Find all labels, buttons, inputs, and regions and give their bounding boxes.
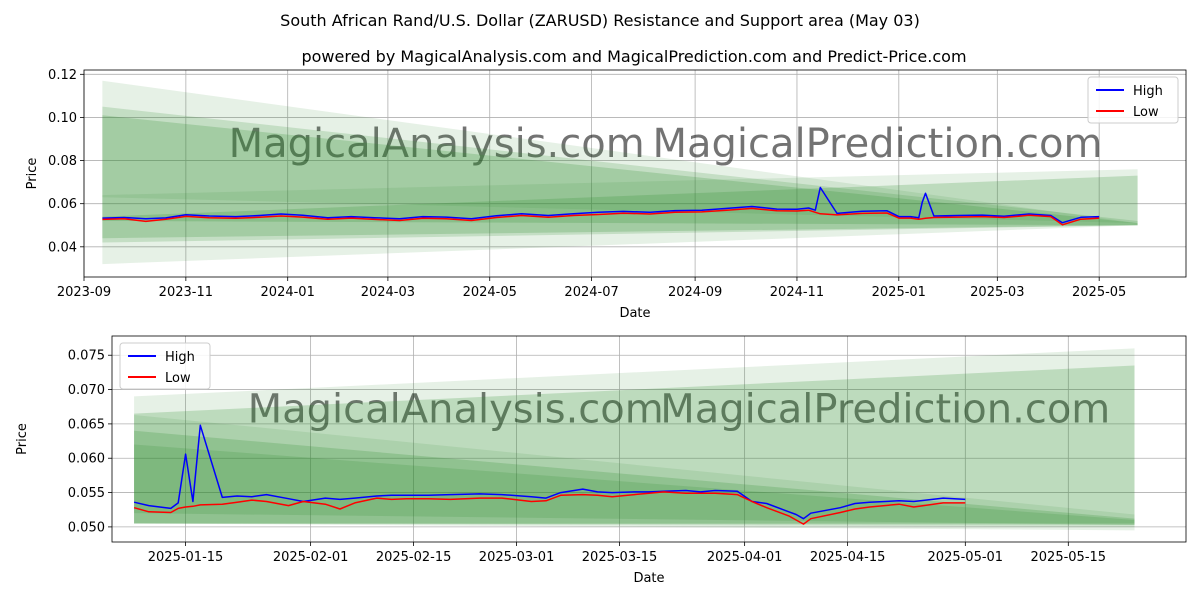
y-tick-label: 0.055 xyxy=(68,486,105,501)
axes-frame xyxy=(111,335,1187,543)
x-tick-label: 2025-03 xyxy=(970,285,1024,300)
x-axis-label: Date xyxy=(633,571,664,586)
y-tick-label: 0.075 xyxy=(68,349,105,364)
band-area xyxy=(102,175,1138,239)
y-tick-label: 0.06 xyxy=(48,197,77,212)
support-resistance-bands xyxy=(134,348,1135,531)
legend: High Low xyxy=(119,342,211,390)
y-tick-label: 0.060 xyxy=(68,452,105,467)
series-lines xyxy=(102,186,1100,226)
x-tick-label: 2025-02-15 xyxy=(376,550,452,565)
legend-label-low: Low xyxy=(1133,105,1159,120)
band-area xyxy=(134,348,1135,531)
watermark-right: MagicalPrediction.com xyxy=(660,387,1110,433)
x-tick-label: 2025-04-15 xyxy=(810,550,886,565)
x-tick-label: 2025-01-15 xyxy=(148,550,224,565)
x-tick-label: 2025-03-15 xyxy=(582,550,658,565)
x-tick-label: 2024-09 xyxy=(668,285,722,300)
y-tick-label: 0.10 xyxy=(48,111,77,126)
y-tick-label: 0.08 xyxy=(48,154,77,169)
band-area xyxy=(102,106,1138,243)
x-axis-label: Date xyxy=(619,306,650,321)
x-tick-label: 2023-11 xyxy=(159,285,213,300)
band-area xyxy=(134,444,1135,525)
x-tick-label: 2025-05 xyxy=(1072,285,1126,300)
band-area xyxy=(102,169,1138,224)
x-tick-label: 2025-05-15 xyxy=(1031,550,1107,565)
series-lines xyxy=(133,424,966,525)
legend: High Low xyxy=(1087,76,1179,124)
watermark-left: MagicalAnalysis.com xyxy=(229,121,645,167)
low-series-line xyxy=(102,207,1100,226)
x-tick-label: 2024-05 xyxy=(463,285,517,300)
watermark-left: MagicalAnalysis.com xyxy=(248,387,664,433)
high-series-line xyxy=(133,424,966,520)
x-tick-label: 2025-05-01 xyxy=(928,550,1004,565)
legend-label-high: High xyxy=(165,350,195,365)
top-chart-panel: MagicalAnalysis.com MagicalPrediction.com… xyxy=(25,68,1187,321)
y-tick-label: 0.070 xyxy=(68,383,105,398)
x-tick-label: 2024-11 xyxy=(770,285,824,300)
legend-label-high: High xyxy=(1133,84,1163,99)
axes-frame xyxy=(83,69,1187,278)
high-series-line xyxy=(102,186,1100,224)
y-axis-label: Price xyxy=(15,423,30,455)
x-tick-label: 2024-03 xyxy=(361,285,415,300)
ticks: 2023-09 2023-11 2024-01 2024-03 2024-05 2024-… xyxy=(48,68,1126,300)
band-area xyxy=(102,115,1138,226)
chart-subtitle: powered by MagicalAnalysis.com and Magic… xyxy=(301,47,966,66)
low-series-line xyxy=(133,491,966,525)
bottom-chart-panel: MagicalAnalysis.comMagicalPrediction.com… xyxy=(15,335,1187,586)
y-tick-label: 0.04 xyxy=(48,240,77,255)
x-tick-label: 2024-01 xyxy=(261,285,315,300)
x-tick-label: 2025-03-01 xyxy=(479,550,555,565)
x-tick-label: 2023-09 xyxy=(57,285,111,300)
y-tick-label: 0.050 xyxy=(68,520,105,535)
support-resistance-bands xyxy=(102,80,1138,265)
x-tick-label: 2025-01 xyxy=(872,285,926,300)
y-tick-label: 0.12 xyxy=(48,68,77,83)
y-tick-label: 0.065 xyxy=(68,417,105,432)
x-tick-label: 2025-04-01 xyxy=(707,550,783,565)
band-area xyxy=(134,365,1135,524)
watermark-right: MagicalPrediction.com xyxy=(652,121,1102,167)
legend-label-low: Low xyxy=(165,371,191,386)
x-tick-label: 2025-02-01 xyxy=(273,550,349,565)
x-tick-label: 2024-07 xyxy=(564,285,618,300)
y-axis-label: Price xyxy=(25,158,40,190)
chart-title: South African Rand/U.S. Dollar (ZARUSD) … xyxy=(280,11,920,30)
ticks: 2025-01-15 2025-02-01 2025-02-15 2025-03-01… xyxy=(68,349,1106,565)
